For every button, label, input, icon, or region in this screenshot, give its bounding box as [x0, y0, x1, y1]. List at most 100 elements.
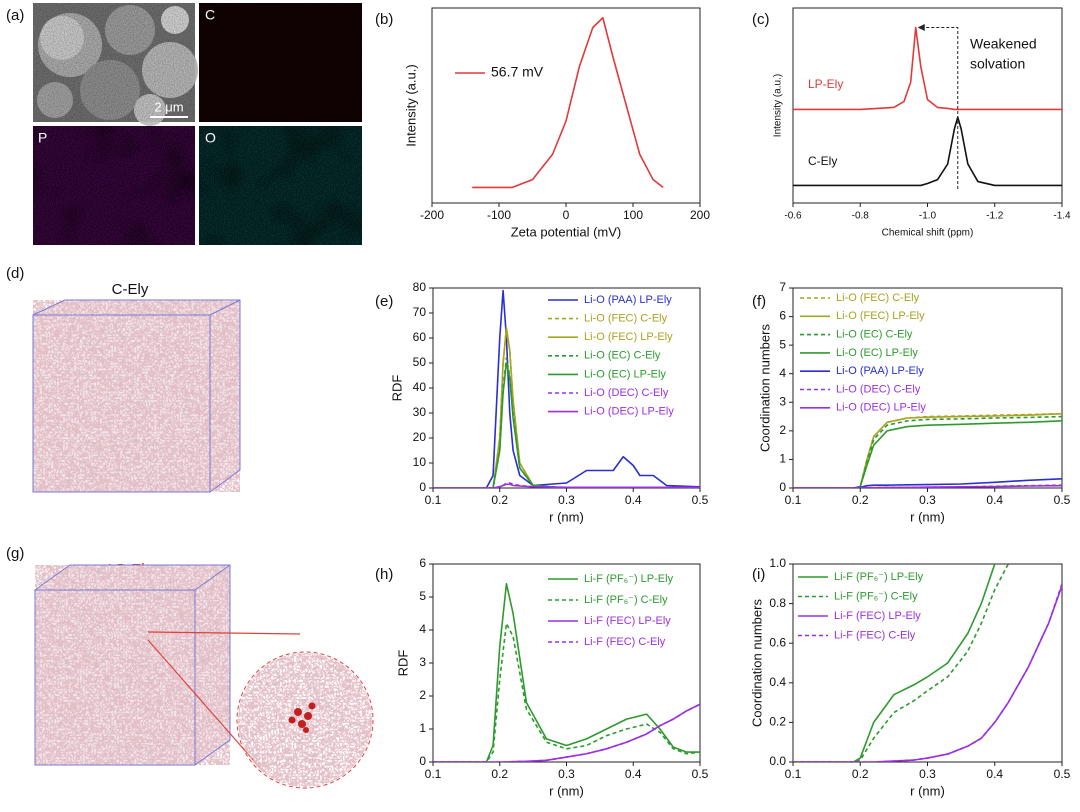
legend-label: Li-O (PAA) LP-Ely	[584, 294, 672, 306]
x-tick-label: 0.4	[986, 493, 1003, 507]
y-tick-label: 0	[419, 754, 426, 768]
y-tick-label: 6	[419, 556, 426, 570]
scale-bar-label: 2 μm	[154, 99, 183, 114]
y-tick-label: 0	[419, 480, 426, 494]
legend-label: Li-F (PF₆⁻) LP-Ely	[834, 571, 924, 583]
y-tick-label: 0.6	[769, 635, 786, 649]
x-tick-label: 0.5	[692, 767, 709, 781]
y-tick-label: 5	[779, 337, 786, 351]
x-tick-label: 0.1	[785, 493, 802, 507]
x-tick-label: 0.3	[558, 493, 575, 507]
y-tick-label: 6	[779, 309, 786, 323]
x-tick-label: 0.3	[919, 767, 936, 781]
legend-label: Li-O (EC) LP-Ely	[584, 368, 666, 380]
x-tick-label: -1.4	[1053, 211, 1071, 222]
y-tick-label: 70	[413, 305, 427, 319]
y-tick-label: 4	[779, 366, 786, 380]
series-line	[472, 16, 664, 189]
series-line	[793, 26, 1062, 111]
x-tick-label: 0.2	[852, 767, 869, 781]
series-line	[793, 564, 996, 762]
x-tick-label: 0.1	[425, 493, 442, 507]
x-tick-label: 0.4	[986, 767, 1003, 781]
md-box-edges	[32, 299, 241, 493]
plot-frame	[792, 563, 1063, 763]
y-tick-label: 3	[419, 655, 426, 669]
series-line	[433, 289, 700, 488]
panel-label: (a)	[6, 7, 24, 24]
legend-label: Li-F (PF₆⁻) C-Ely	[584, 594, 668, 606]
panel-label: (i)	[752, 566, 765, 583]
y-tick-label: 20	[413, 430, 427, 444]
md-molecules	[33, 300, 240, 492]
map-label: O	[205, 130, 216, 146]
x-tick-label: 0.3	[558, 767, 575, 781]
panel-label: (g)	[6, 545, 24, 562]
series-line	[793, 484, 1062, 488]
y-axis-label: Intensity (a.u.)	[403, 64, 418, 146]
panel-label: (c)	[752, 11, 770, 28]
y-tick-label: 0.2	[769, 715, 786, 729]
panel-g: (g) LP-Ely	[6, 545, 374, 789]
y-tick-label: 1.0	[769, 556, 786, 570]
x-tick-label: 100	[623, 208, 643, 222]
plot-frame	[792, 287, 1063, 489]
legend-label: Li-O (DEC) LP-Ely	[836, 402, 926, 414]
y-tick-label: 2	[419, 688, 426, 702]
x-tick-label: 0.2	[852, 493, 869, 507]
x-tick-label: 0.2	[491, 493, 508, 507]
series-line	[793, 564, 1010, 762]
y-axis-label: RDF	[395, 650, 410, 677]
x-axis-label: r (nm)	[549, 509, 584, 524]
legend-label: Li-O (DEC) C-Ely	[584, 387, 669, 399]
md-box-edges	[34, 564, 231, 766]
legend-label: Li-O (FEC) LP-Ely	[584, 331, 673, 343]
map-p-blot	[33, 126, 195, 245]
map-c-texture	[199, 3, 362, 122]
y-tick-label: 50	[413, 355, 427, 369]
panel-label: (f)	[752, 293, 766, 310]
x-axis-label: r (nm)	[910, 509, 945, 524]
x-tick-label: -1.2	[986, 211, 1004, 222]
series-line	[433, 622, 700, 762]
annotation: solvation	[970, 56, 1025, 72]
y-tick-label: 7	[779, 280, 786, 294]
y-tick-label: 0	[779, 480, 786, 494]
legend-label: Li-O (EC) C-Ely	[584, 350, 661, 362]
arrow-head	[917, 24, 925, 31]
legend-label: Li-F (PF₆⁻) C-Ely	[834, 590, 918, 602]
legend-label: Li-O (EC) C-Ely	[836, 329, 913, 341]
y-axis-label: Coordination numbers	[749, 599, 764, 727]
x-tick-label: -0.6	[784, 211, 802, 222]
series-line	[433, 362, 700, 488]
panel-title: C-Ely	[112, 281, 149, 298]
legend-label: Li-O (FEC) C-Ely	[836, 292, 920, 304]
legend-label: Li-O (FEC) C-Ely	[584, 313, 668, 325]
x-axis-label: r (nm)	[910, 783, 945, 798]
legend-label: Li-O (DEC) LP-Ely	[584, 406, 674, 418]
y-axis-label: Intensity (a.u.)	[773, 74, 784, 137]
zoom-molecules	[238, 653, 372, 787]
legend-label: Li-F (FEC) C-Ely	[584, 636, 666, 648]
x-tick-label: 0.1	[425, 767, 442, 781]
y-tick-label: 0.4	[769, 675, 786, 689]
plot-frame	[431, 7, 701, 204]
legend-label: Li-O (DEC) C-Ely	[836, 383, 921, 395]
legend-label: Li-O (FEC) LP-Ely	[836, 310, 925, 322]
plot-frame	[432, 563, 701, 763]
sem-texture	[33, 3, 195, 122]
series-line	[793, 583, 1062, 762]
x-tick-label: -200	[420, 208, 444, 222]
y-tick-label: 0.8	[769, 596, 786, 610]
series-line	[793, 415, 1062, 488]
x-tick-label: 200	[690, 208, 710, 222]
x-axis-label: Zeta potential (mV)	[511, 224, 622, 239]
panel-a: (a) 2 μm C P O	[6, 3, 362, 245]
x-axis-label: Chemical shift (ppm)	[882, 228, 974, 239]
x-tick-label: -1.0	[919, 211, 937, 222]
x-tick-label: 0.2	[491, 767, 508, 781]
y-tick-label: 60	[413, 330, 427, 344]
series-line	[793, 420, 1062, 488]
